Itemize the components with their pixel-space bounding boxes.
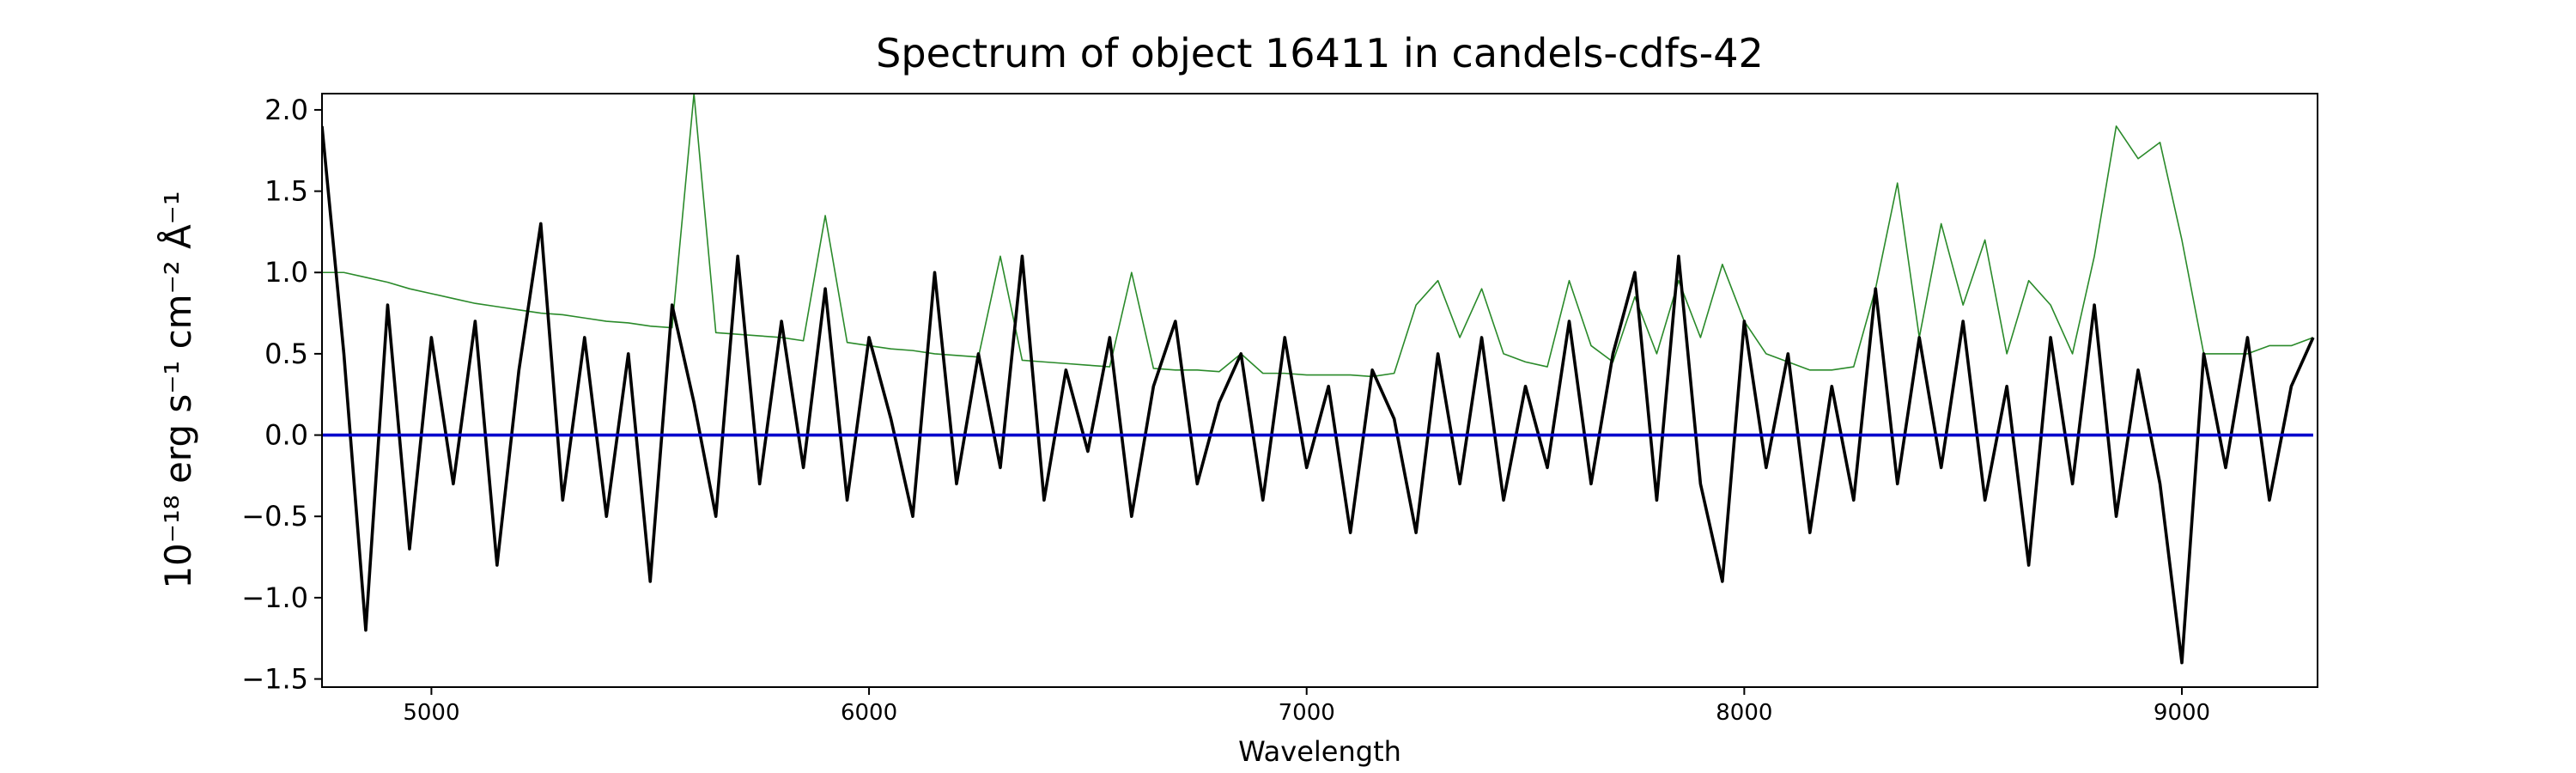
x-tick-label: 6000 xyxy=(841,700,897,726)
spectrum-line xyxy=(322,125,2315,665)
x-axis-label: Wavelength xyxy=(1238,735,1401,768)
y-tick-label: −1.0 xyxy=(241,581,308,614)
x-tick-label: 8000 xyxy=(1716,700,1772,726)
y-tick-label: 1.5 xyxy=(264,175,308,208)
spectrum-line xyxy=(322,94,2314,378)
y-tick-label: −1.5 xyxy=(241,663,308,696)
x-tick-label: 9000 xyxy=(2154,700,2210,726)
x-tick-label: 5000 xyxy=(403,700,459,726)
y-tick-label: 0.5 xyxy=(264,338,308,370)
plot-lines xyxy=(322,94,2315,665)
x-tick-label: 7000 xyxy=(1279,700,1335,726)
y-tick-label: 0.0 xyxy=(264,419,308,452)
y-tick-label: −0.5 xyxy=(241,500,308,533)
chart-title: Spectrum of object 16411 in candels-cdfs… xyxy=(876,30,1764,76)
y-tick-label: 2.0 xyxy=(264,94,308,126)
plot-frame xyxy=(321,93,2318,688)
y-tick-label: 1.0 xyxy=(264,256,308,289)
y-axis-label: 10⁻¹⁸ erg s⁻¹ cm⁻² Å⁻¹ xyxy=(156,191,199,588)
